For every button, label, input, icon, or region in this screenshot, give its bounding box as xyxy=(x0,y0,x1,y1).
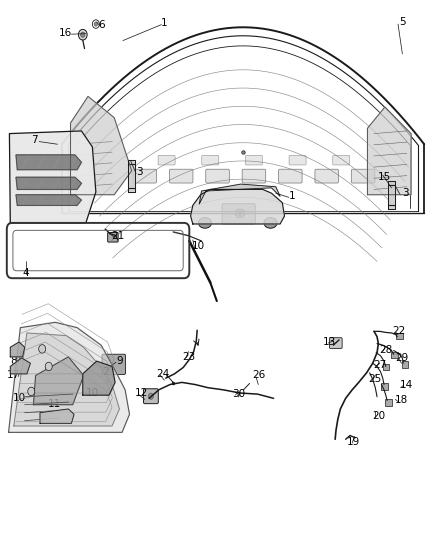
Text: 25: 25 xyxy=(369,374,382,384)
Circle shape xyxy=(78,29,87,40)
FancyBboxPatch shape xyxy=(144,389,158,403)
Text: 21: 21 xyxy=(111,231,124,241)
Bar xyxy=(381,383,389,390)
FancyBboxPatch shape xyxy=(333,156,350,165)
Polygon shape xyxy=(389,181,396,209)
Ellipse shape xyxy=(238,211,242,215)
Text: 10: 10 xyxy=(191,241,205,251)
Text: 1: 1 xyxy=(289,191,296,201)
Ellipse shape xyxy=(198,217,212,228)
Text: 18: 18 xyxy=(395,395,408,406)
FancyBboxPatch shape xyxy=(158,156,175,165)
Text: 29: 29 xyxy=(395,353,408,363)
Text: 4: 4 xyxy=(23,268,29,278)
FancyBboxPatch shape xyxy=(329,338,342,349)
FancyBboxPatch shape xyxy=(315,169,339,183)
FancyBboxPatch shape xyxy=(108,232,118,242)
Polygon shape xyxy=(83,361,115,395)
Polygon shape xyxy=(199,184,280,204)
FancyBboxPatch shape xyxy=(242,169,266,183)
Text: 24: 24 xyxy=(156,369,170,379)
Circle shape xyxy=(148,393,153,399)
Polygon shape xyxy=(191,189,285,224)
FancyBboxPatch shape xyxy=(102,354,126,374)
Ellipse shape xyxy=(264,217,277,228)
Bar xyxy=(402,361,408,368)
Polygon shape xyxy=(11,342,25,357)
Bar xyxy=(383,364,389,370)
Text: 16: 16 xyxy=(59,28,72,38)
Text: 11: 11 xyxy=(47,399,60,409)
FancyBboxPatch shape xyxy=(170,169,193,183)
Bar xyxy=(385,399,392,406)
Text: 10: 10 xyxy=(12,393,25,403)
Text: 8: 8 xyxy=(11,356,17,366)
Polygon shape xyxy=(40,409,74,423)
FancyBboxPatch shape xyxy=(289,156,306,165)
Circle shape xyxy=(45,362,52,370)
Text: 23: 23 xyxy=(183,352,196,362)
Text: 17: 17 xyxy=(7,370,21,381)
Text: 13: 13 xyxy=(322,337,336,347)
FancyBboxPatch shape xyxy=(351,169,375,183)
Text: 27: 27 xyxy=(373,360,386,370)
FancyBboxPatch shape xyxy=(206,169,230,183)
Text: 19: 19 xyxy=(347,437,360,447)
Polygon shape xyxy=(10,131,96,223)
Polygon shape xyxy=(9,322,130,432)
Circle shape xyxy=(39,345,46,353)
Polygon shape xyxy=(367,107,411,195)
Text: 3: 3 xyxy=(136,167,143,177)
Text: 5: 5 xyxy=(399,17,406,27)
FancyBboxPatch shape xyxy=(222,204,255,224)
Polygon shape xyxy=(16,155,81,169)
Text: 9: 9 xyxy=(116,356,123,366)
FancyBboxPatch shape xyxy=(245,156,262,165)
Text: 7: 7 xyxy=(32,135,38,145)
FancyBboxPatch shape xyxy=(279,169,302,183)
Circle shape xyxy=(81,32,85,37)
Polygon shape xyxy=(11,358,30,374)
Text: 10: 10 xyxy=(86,388,99,398)
Text: 15: 15 xyxy=(378,172,391,182)
Circle shape xyxy=(92,20,99,28)
Bar xyxy=(396,333,403,340)
Bar xyxy=(392,352,398,358)
Polygon shape xyxy=(16,195,81,205)
Polygon shape xyxy=(16,177,81,189)
Text: 30: 30 xyxy=(232,389,245,399)
Text: 26: 26 xyxy=(253,370,266,381)
Polygon shape xyxy=(14,333,120,426)
Text: 28: 28 xyxy=(379,345,392,356)
Text: 1: 1 xyxy=(161,18,168,28)
Text: 2: 2 xyxy=(102,367,109,377)
Text: 6: 6 xyxy=(98,20,104,30)
Text: 3: 3 xyxy=(403,188,409,198)
Text: 20: 20 xyxy=(372,411,385,422)
FancyBboxPatch shape xyxy=(133,169,156,183)
Polygon shape xyxy=(33,357,84,405)
Text: 14: 14 xyxy=(400,379,413,390)
Ellipse shape xyxy=(235,209,245,217)
Circle shape xyxy=(28,387,35,395)
Polygon shape xyxy=(128,160,135,192)
Circle shape xyxy=(94,22,98,26)
Text: 12: 12 xyxy=(134,388,148,398)
Polygon shape xyxy=(71,96,132,195)
Text: 22: 22 xyxy=(392,326,406,336)
FancyBboxPatch shape xyxy=(202,156,219,165)
